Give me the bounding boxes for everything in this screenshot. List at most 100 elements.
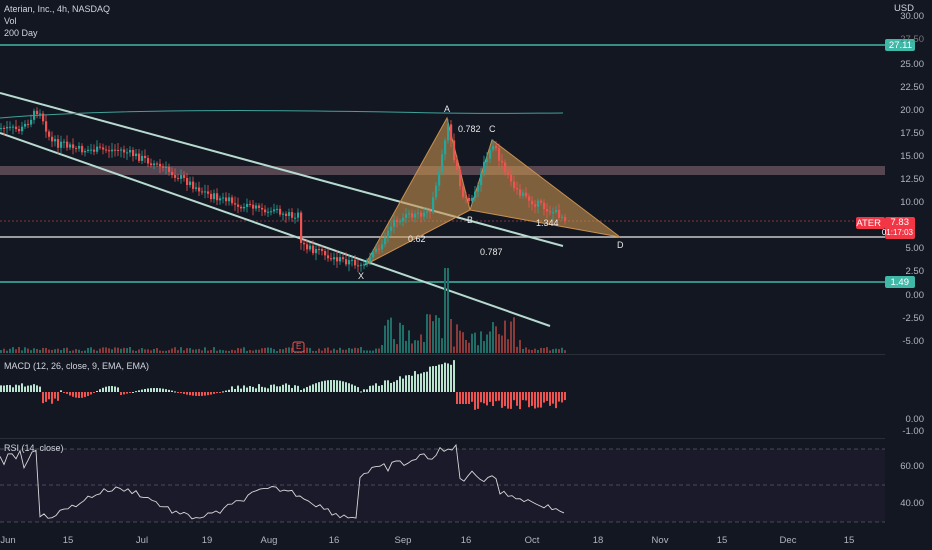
candle-body[interactable]: [303, 242, 306, 245]
candle-body[interactable]: [141, 155, 144, 161]
candle-body[interactable]: [279, 208, 282, 215]
candle-body[interactable]: [75, 148, 78, 150]
candle-body[interactable]: [348, 260, 351, 265]
candle-body[interactable]: [483, 162, 486, 174]
candle-body[interactable]: [15, 126, 18, 130]
candle-body[interactable]: [234, 203, 237, 205]
candle-body[interactable]: [555, 209, 558, 213]
candle-body[interactable]: [48, 131, 51, 137]
candlestick-series[interactable]: [0, 107, 567, 273]
currency-label[interactable]: USD: [893, 3, 914, 14]
candle-body[interactable]: [102, 147, 105, 150]
candle-body[interactable]: [300, 212, 303, 243]
rsi-label[interactable]: RSI (14, close): [4, 443, 64, 453]
candle-body[interactable]: [540, 200, 543, 203]
candle-body[interactable]: [291, 212, 294, 218]
candle-body[interactable]: [312, 245, 315, 254]
candle-body[interactable]: [282, 213, 285, 215]
candle-body[interactable]: [138, 153, 141, 161]
candle-body[interactable]: [564, 216, 567, 222]
candle-body[interactable]: [249, 203, 252, 205]
candle-body[interactable]: [198, 187, 201, 192]
candle-body[interactable]: [501, 160, 504, 163]
candle-body[interactable]: [357, 265, 360, 267]
candle-body[interactable]: [195, 187, 198, 189]
candle-body[interactable]: [201, 191, 204, 193]
candle-body[interactable]: [228, 197, 231, 202]
candle-body[interactable]: [411, 213, 414, 218]
candle-body[interactable]: [297, 212, 300, 218]
candle-body[interactable]: [150, 163, 153, 166]
candle-body[interactable]: [309, 245, 312, 250]
candle-body[interactable]: [255, 205, 258, 209]
candle-body[interactable]: [117, 149, 120, 151]
candle-body[interactable]: [333, 257, 336, 260]
candle-body[interactable]: [408, 213, 411, 215]
candle-body[interactable]: [90, 149, 93, 151]
candle-body[interactable]: [180, 175, 183, 179]
candle-body[interactable]: [429, 211, 432, 213]
candle-body[interactable]: [378, 248, 381, 250]
candle-body[interactable]: [33, 110, 36, 120]
candle-body[interactable]: [6, 126, 9, 129]
candle-body[interactable]: [552, 212, 555, 214]
candle-body[interactable]: [492, 146, 495, 150]
channel-upper-line[interactable]: [0, 92, 564, 247]
candle-body[interactable]: [444, 140, 447, 155]
candle-body[interactable]: [219, 198, 222, 201]
candle-body[interactable]: [258, 205, 261, 208]
candle-body[interactable]: [528, 196, 531, 201]
candle-body[interactable]: [438, 172, 441, 186]
macd-label[interactable]: MACD (12, 26, close, 9, EMA, EMA): [4, 361, 150, 371]
candle-body[interactable]: [156, 163, 159, 165]
candle-body[interactable]: [171, 171, 174, 176]
candle-body[interactable]: [288, 212, 291, 216]
candle-body[interactable]: [327, 255, 330, 259]
candle-body[interactable]: [360, 264, 363, 266]
candle-body[interactable]: [561, 216, 564, 218]
candle-body[interactable]: [504, 162, 507, 173]
candle-body[interactable]: [186, 178, 189, 185]
candle-body[interactable]: [405, 214, 408, 218]
candle-body[interactable]: [9, 126, 12, 128]
candle-body[interactable]: [168, 167, 171, 172]
candle-body[interactable]: [189, 181, 192, 185]
candle-body[interactable]: [534, 204, 537, 207]
ma-200-line[interactable]: [0, 110, 564, 119]
candle-body[interactable]: [183, 175, 186, 179]
candle-body[interactable]: [549, 211, 552, 213]
candle-body[interactable]: [105, 149, 108, 151]
candle-body[interactable]: [456, 159, 459, 170]
candle-body[interactable]: [21, 126, 24, 132]
candle-body[interactable]: [135, 153, 138, 157]
candle-body[interactable]: [267, 211, 270, 213]
candle-body[interactable]: [423, 212, 426, 217]
candle-body[interactable]: [330, 258, 333, 260]
candle-body[interactable]: [108, 150, 111, 152]
candle-body[interactable]: [36, 110, 39, 115]
candle-body[interactable]: [342, 257, 345, 260]
candle-body[interactable]: [111, 149, 114, 152]
candle-body[interactable]: [294, 217, 297, 219]
rsi-line[interactable]: [0, 443, 565, 520]
candle-body[interactable]: [237, 204, 240, 207]
candle-body[interactable]: [114, 149, 117, 151]
candle-body[interactable]: [132, 150, 135, 157]
candle-body[interactable]: [366, 261, 369, 265]
candle-body[interactable]: [231, 197, 234, 204]
candle-body[interactable]: [402, 217, 405, 222]
candle-body[interactable]: [441, 154, 444, 173]
candle-body[interactable]: [120, 149, 123, 151]
candle-body[interactable]: [69, 144, 72, 148]
candle-body[interactable]: [27, 123, 30, 125]
candle-body[interactable]: [498, 148, 501, 161]
indicator-ma[interactable]: 200 Day: [4, 28, 38, 38]
candle-body[interactable]: [351, 259, 354, 261]
candle-body[interactable]: [153, 163, 156, 166]
candle-body[interactable]: [420, 212, 423, 217]
level-high-badge[interactable]: 27.11: [888, 40, 912, 51]
candle-body[interactable]: [462, 186, 465, 197]
candle-body[interactable]: [384, 237, 387, 245]
candle-body[interactable]: [321, 248, 324, 252]
